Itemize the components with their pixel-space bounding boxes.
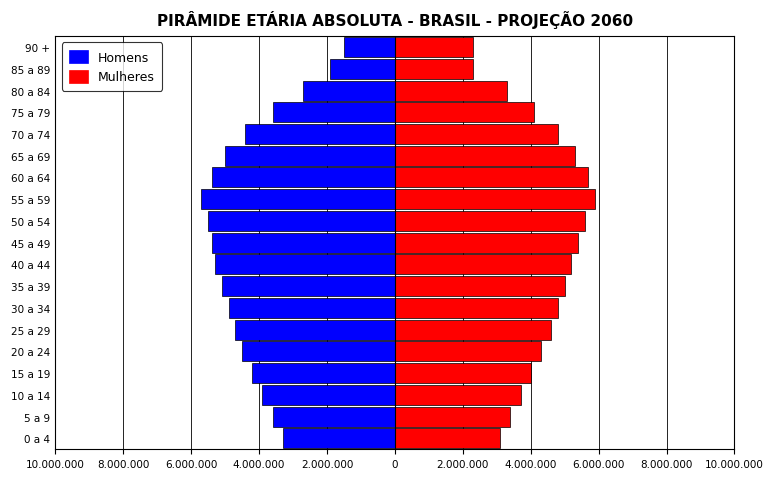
Bar xyxy=(253,363,395,384)
Bar xyxy=(225,146,395,167)
Bar xyxy=(395,103,534,123)
Bar xyxy=(395,385,521,405)
Bar xyxy=(236,320,395,340)
Bar xyxy=(395,212,585,231)
Bar xyxy=(263,385,395,405)
Bar xyxy=(395,429,500,448)
Bar xyxy=(395,363,531,384)
Bar xyxy=(222,276,395,297)
Bar xyxy=(344,38,395,58)
Bar xyxy=(395,255,571,275)
Bar xyxy=(395,168,588,188)
Bar xyxy=(395,276,565,297)
Bar xyxy=(208,212,395,231)
Bar xyxy=(395,60,473,80)
Title: PIRÂMIDE ETÁRIA ABSOLUTA - BRASIL - PROJEÇÃO 2060: PIRÂMIDE ETÁRIA ABSOLUTA - BRASIL - PROJ… xyxy=(157,11,633,29)
Bar xyxy=(212,233,395,253)
Legend: Homens, Mulheres: Homens, Mulheres xyxy=(61,43,162,92)
Bar xyxy=(283,429,395,448)
Bar xyxy=(273,407,395,427)
Bar xyxy=(395,298,558,318)
Bar xyxy=(330,60,395,80)
Bar xyxy=(395,407,511,427)
Bar xyxy=(202,190,395,210)
Bar xyxy=(395,38,473,58)
Bar xyxy=(212,168,395,188)
Bar xyxy=(273,103,395,123)
Bar xyxy=(395,190,595,210)
Bar xyxy=(395,233,578,253)
Bar xyxy=(215,255,395,275)
Bar xyxy=(395,125,558,145)
Bar xyxy=(395,82,507,101)
Bar xyxy=(395,146,575,167)
Bar xyxy=(246,125,395,145)
Bar xyxy=(395,320,551,340)
Bar xyxy=(229,298,395,318)
Bar xyxy=(242,342,395,361)
Bar xyxy=(303,82,395,101)
Bar xyxy=(395,342,541,361)
